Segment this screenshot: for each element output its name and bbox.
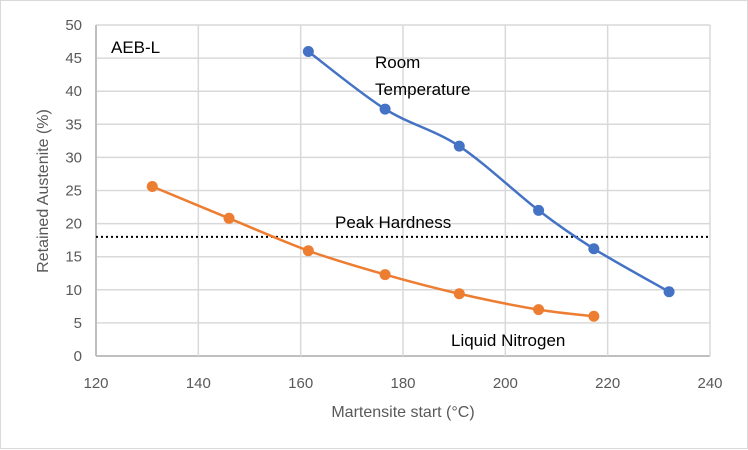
y-tick-label: 15 <box>65 249 82 266</box>
data-point <box>453 288 465 300</box>
data-point <box>302 45 314 57</box>
y-tick-label: 50 <box>65 17 82 34</box>
x-tick-label: 240 <box>697 375 722 392</box>
y-tick-label: 30 <box>65 149 82 166</box>
room-label-line1: Room <box>375 53 420 72</box>
data-point <box>379 269 391 281</box>
series-line-1 <box>151 185 595 318</box>
y-tick-label: 25 <box>65 183 82 200</box>
sample-label: AEB-L <box>111 38 160 57</box>
x-axis-label: Martensite start (°C) <box>331 404 474 421</box>
y-tick-label: 0 <box>74 348 82 365</box>
y-tick-label: 40 <box>65 83 82 100</box>
x-tick-label: 120 <box>83 375 108 392</box>
data-point <box>588 243 600 255</box>
x-tick-label: 140 <box>186 375 211 392</box>
data-point <box>302 245 314 257</box>
data-point <box>453 140 465 152</box>
y-tick-label: 20 <box>65 216 82 233</box>
y-axis-label: Retained Austenite (%) <box>35 109 52 273</box>
y-tick-label: 5 <box>74 315 82 332</box>
peak-hardness-label: Peak Hardness <box>335 213 451 232</box>
data-point <box>663 286 675 298</box>
x-tick-label: 200 <box>493 375 518 392</box>
series-line-0 <box>307 50 670 293</box>
data-point <box>588 310 600 322</box>
data-point <box>533 304 545 316</box>
data-point <box>533 204 545 216</box>
data-point <box>379 103 391 115</box>
y-tick-label: 35 <box>65 116 82 133</box>
x-tick-label: 220 <box>595 375 620 392</box>
room-label-line2: Temperature <box>375 80 470 99</box>
liquid-nitrogen-label: Liquid Nitrogen <box>451 331 565 350</box>
data-point <box>223 212 235 224</box>
x-tick-label: 160 <box>288 375 313 392</box>
data-point <box>146 181 158 193</box>
y-tick-label: 10 <box>65 282 82 299</box>
y-tick-label: 45 <box>65 50 82 67</box>
x-tick-label: 180 <box>390 375 415 392</box>
